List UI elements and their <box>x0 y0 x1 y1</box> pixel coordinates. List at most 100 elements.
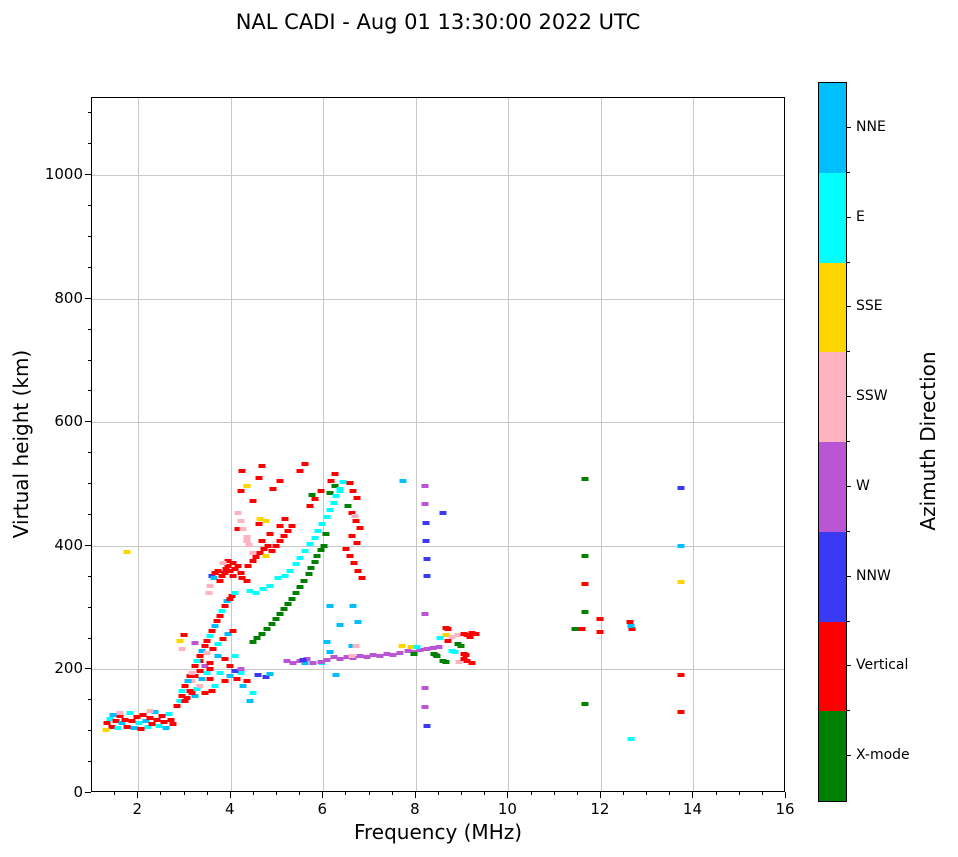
data-point <box>460 656 468 661</box>
y-tick-label: 800 <box>54 288 83 307</box>
data-point <box>262 553 269 558</box>
y-axis-label: Virtual height (km) <box>9 349 33 539</box>
data-point <box>151 710 159 715</box>
data-point <box>203 650 211 655</box>
data-point <box>407 645 415 650</box>
data-point <box>332 673 340 677</box>
data-point <box>423 574 430 579</box>
data-point <box>627 623 635 628</box>
data-point <box>214 568 222 573</box>
data-point <box>436 635 444 640</box>
data-point <box>206 666 214 671</box>
data-point <box>308 492 316 497</box>
y-tick-label: 0 <box>73 783 83 801</box>
data-point <box>201 690 209 695</box>
data-point <box>472 632 480 637</box>
x-minor-tick <box>553 792 555 795</box>
data-point <box>399 479 407 484</box>
data-point <box>358 576 366 580</box>
data-point <box>245 543 253 548</box>
data-point <box>231 668 239 673</box>
data-point <box>429 645 437 650</box>
data-point <box>311 496 319 501</box>
data-point <box>423 723 431 728</box>
data-point <box>262 518 269 523</box>
y-minor-tick <box>88 699 91 701</box>
data-point <box>317 547 325 552</box>
grid-line-y <box>92 175 784 177</box>
data-point <box>191 663 199 668</box>
data-point <box>342 546 350 551</box>
grid-line-x <box>230 98 232 791</box>
data-point <box>181 684 189 689</box>
data-point <box>219 561 227 566</box>
data-point <box>317 488 325 493</box>
data-point <box>301 548 309 553</box>
y-tick-label: 600 <box>54 412 83 431</box>
data-point <box>146 716 154 721</box>
data-point <box>146 708 154 713</box>
data-point <box>249 639 257 644</box>
data-point <box>299 658 306 663</box>
data-point <box>169 721 177 726</box>
data-point <box>252 590 260 595</box>
y-minor-tick <box>88 236 91 237</box>
data-point <box>369 653 377 658</box>
data-point <box>354 619 362 624</box>
data-point <box>239 684 247 689</box>
data-point <box>307 566 315 571</box>
data-point <box>246 588 254 593</box>
x-major-tick <box>137 792 139 798</box>
data-point <box>311 559 319 564</box>
y-major-tick <box>85 792 91 793</box>
data-point <box>206 634 214 639</box>
data-point <box>213 618 221 623</box>
data-point <box>306 503 314 508</box>
data-point <box>331 471 339 476</box>
data-point <box>254 673 262 677</box>
colorbar-segment-v <box>819 621 846 712</box>
data-point <box>296 469 304 474</box>
colorbar-tick <box>846 126 851 128</box>
grid-line-y <box>92 545 784 547</box>
data-point <box>336 488 344 493</box>
colorbar-boundary-tick <box>846 351 850 353</box>
colorbar-boundary-tick <box>846 261 850 263</box>
x-axis-label: Frequency (MHz) <box>353 820 523 844</box>
data-point <box>281 516 289 521</box>
data-point <box>218 608 226 613</box>
data-point <box>300 579 308 584</box>
data-point <box>309 660 317 665</box>
data-point <box>343 655 351 660</box>
data-point <box>188 690 196 695</box>
data-point <box>423 556 430 561</box>
data-point <box>327 479 335 484</box>
x-minor-tick <box>438 792 439 795</box>
data-point <box>258 538 266 543</box>
data-point <box>183 695 191 700</box>
data-point <box>410 652 418 656</box>
data-point <box>123 550 131 555</box>
data-point <box>571 626 579 631</box>
data-point <box>255 521 263 526</box>
data-point <box>208 689 216 694</box>
data-point <box>280 606 288 611</box>
data-point <box>184 679 192 684</box>
data-point <box>226 674 234 679</box>
data-point <box>108 724 116 729</box>
data-point <box>276 611 284 616</box>
data-point <box>226 597 234 602</box>
colorbar-segment-e <box>819 172 846 263</box>
grid-line-x <box>415 98 417 791</box>
y-minor-tick <box>88 730 91 732</box>
data-point <box>421 611 429 616</box>
data-point <box>226 663 234 668</box>
data-point <box>237 571 245 576</box>
data-point <box>263 626 271 631</box>
data-point <box>243 579 251 584</box>
data-point <box>142 718 150 723</box>
data-point <box>348 643 356 648</box>
data-point <box>266 584 274 589</box>
data-point <box>266 671 274 676</box>
data-point <box>628 626 636 631</box>
